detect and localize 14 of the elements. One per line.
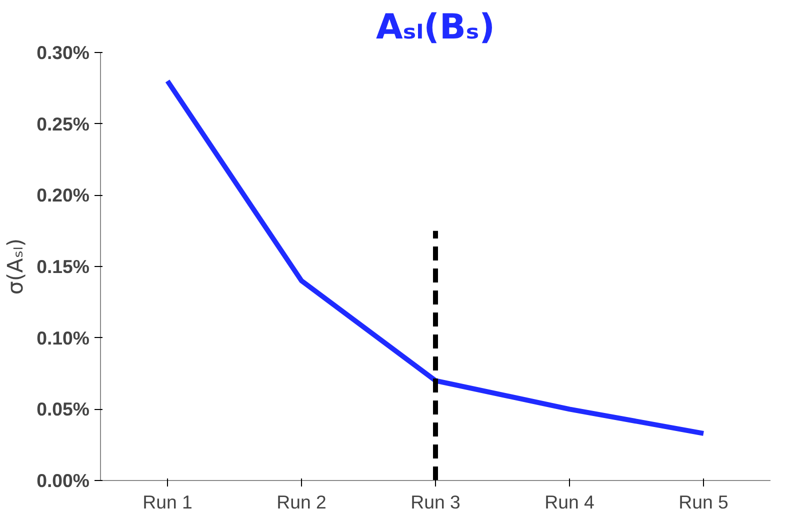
y-tick-label: 0.10% — [36, 327, 90, 348]
y-tick-label: 0.15% — [36, 256, 90, 277]
y-tick-label: 0.05% — [36, 398, 90, 420]
x-tick-label: Run 1 — [142, 492, 192, 512]
y-tick-label: 0.20% — [36, 184, 90, 206]
x-tick-label: Run 5 — [678, 492, 728, 512]
y-tick-label: 0.00% — [36, 470, 90, 491]
y-tick-label: 0.30% — [36, 42, 90, 63]
x-tick-label: Run 3 — [410, 492, 460, 512]
chart-title: Aₛₗ(Bₛ) — [376, 8, 495, 48]
y-axis-title: σ(Aₛₗ) — [4, 238, 29, 295]
x-tick-label: Run 2 — [276, 492, 326, 512]
x-tick-label: Run 4 — [544, 492, 594, 512]
y-tick-label: 0.25% — [36, 113, 90, 134]
